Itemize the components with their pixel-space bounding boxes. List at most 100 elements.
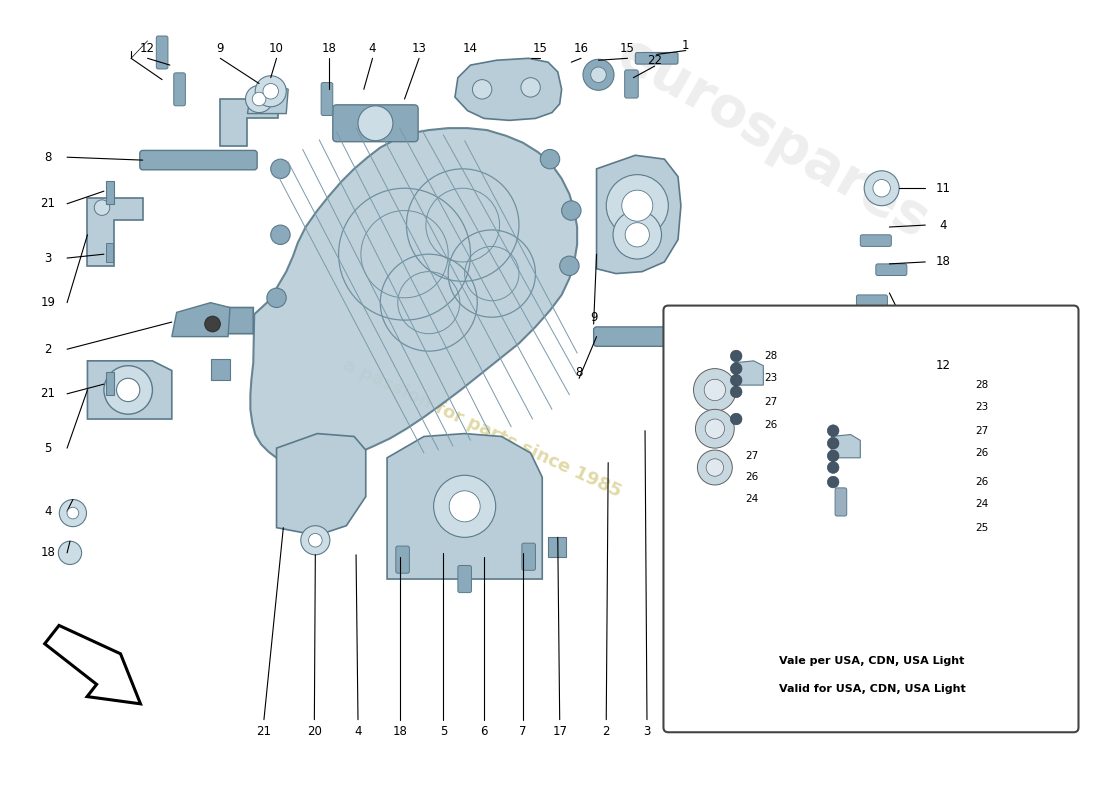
Text: 18: 18 — [321, 42, 337, 55]
Circle shape — [433, 475, 496, 538]
Text: 6: 6 — [481, 725, 487, 738]
FancyBboxPatch shape — [876, 264, 906, 275]
Text: 8: 8 — [575, 366, 583, 379]
Circle shape — [205, 316, 220, 332]
PathPatch shape — [248, 85, 288, 114]
Text: 3: 3 — [44, 251, 52, 265]
Text: 11: 11 — [935, 182, 950, 194]
Text: 15: 15 — [620, 42, 635, 55]
Text: 26: 26 — [764, 420, 778, 430]
PathPatch shape — [87, 198, 143, 266]
Circle shape — [252, 92, 266, 106]
Circle shape — [358, 106, 393, 141]
Circle shape — [706, 458, 724, 476]
Circle shape — [267, 288, 286, 307]
Text: a passion for parts since 1985: a passion for parts since 1985 — [340, 356, 624, 502]
Circle shape — [591, 67, 606, 82]
Circle shape — [521, 78, 540, 97]
Circle shape — [271, 159, 290, 178]
Text: 26: 26 — [745, 472, 758, 482]
PathPatch shape — [276, 434, 366, 535]
PathPatch shape — [172, 302, 230, 337]
PathPatch shape — [387, 434, 542, 579]
Circle shape — [449, 490, 481, 522]
Circle shape — [263, 83, 278, 99]
Text: 27: 27 — [975, 426, 988, 436]
Text: 21: 21 — [256, 725, 272, 738]
Text: 18: 18 — [41, 546, 55, 559]
FancyBboxPatch shape — [321, 82, 333, 115]
Text: 21: 21 — [41, 387, 55, 400]
Circle shape — [95, 200, 110, 215]
Text: 24: 24 — [745, 494, 758, 503]
FancyBboxPatch shape — [156, 36, 168, 69]
Circle shape — [873, 179, 890, 197]
Text: 27: 27 — [745, 451, 758, 461]
Circle shape — [704, 379, 726, 401]
Circle shape — [621, 190, 652, 222]
FancyBboxPatch shape — [333, 105, 418, 142]
FancyBboxPatch shape — [663, 306, 1078, 732]
Circle shape — [693, 369, 736, 411]
Text: 10: 10 — [270, 42, 284, 55]
Text: 21: 21 — [41, 198, 55, 210]
Text: 1: 1 — [682, 39, 690, 52]
PathPatch shape — [220, 99, 278, 146]
Text: 18: 18 — [393, 725, 407, 738]
Text: 17: 17 — [552, 725, 568, 738]
Text: 26: 26 — [975, 448, 988, 458]
Circle shape — [827, 476, 839, 488]
PathPatch shape — [832, 434, 860, 458]
Text: 20: 20 — [307, 725, 322, 738]
FancyBboxPatch shape — [625, 70, 638, 98]
PathPatch shape — [596, 155, 681, 274]
Circle shape — [255, 76, 286, 106]
FancyBboxPatch shape — [857, 295, 888, 306]
Circle shape — [697, 450, 733, 485]
Circle shape — [271, 225, 290, 245]
Circle shape — [865, 170, 899, 206]
FancyBboxPatch shape — [174, 73, 186, 106]
Circle shape — [583, 59, 614, 90]
Circle shape — [730, 362, 743, 374]
Circle shape — [245, 86, 273, 113]
Text: 14: 14 — [463, 42, 478, 55]
Text: 2: 2 — [44, 342, 52, 356]
Circle shape — [827, 438, 839, 449]
Circle shape — [59, 499, 87, 526]
Circle shape — [695, 410, 734, 448]
Text: 12: 12 — [935, 359, 950, 372]
FancyBboxPatch shape — [458, 566, 472, 593]
Text: 7: 7 — [519, 725, 527, 738]
Text: 3: 3 — [644, 725, 651, 738]
Text: 15: 15 — [532, 42, 548, 55]
Circle shape — [827, 462, 839, 474]
Text: 26: 26 — [975, 477, 988, 487]
PathPatch shape — [251, 128, 578, 465]
FancyBboxPatch shape — [860, 234, 891, 246]
PathPatch shape — [45, 626, 141, 704]
Text: 28: 28 — [764, 351, 778, 361]
Text: 5: 5 — [440, 725, 447, 738]
Text: 19: 19 — [41, 296, 55, 309]
Text: 23: 23 — [975, 402, 988, 412]
Circle shape — [827, 450, 839, 462]
Circle shape — [705, 419, 725, 438]
Text: eurospares: eurospares — [607, 26, 938, 249]
Text: 4: 4 — [354, 725, 362, 738]
PathPatch shape — [210, 307, 253, 334]
Circle shape — [730, 350, 743, 362]
Text: 8: 8 — [44, 150, 52, 164]
Circle shape — [625, 222, 649, 247]
Circle shape — [560, 256, 579, 275]
Circle shape — [730, 386, 743, 398]
Circle shape — [606, 174, 669, 237]
Bar — [548, 538, 565, 557]
Text: 22: 22 — [647, 54, 662, 66]
Bar — [106, 242, 112, 262]
Text: 5: 5 — [44, 442, 52, 454]
PathPatch shape — [106, 182, 113, 204]
Circle shape — [67, 507, 79, 519]
Text: 4: 4 — [44, 505, 52, 518]
Circle shape — [103, 366, 153, 414]
